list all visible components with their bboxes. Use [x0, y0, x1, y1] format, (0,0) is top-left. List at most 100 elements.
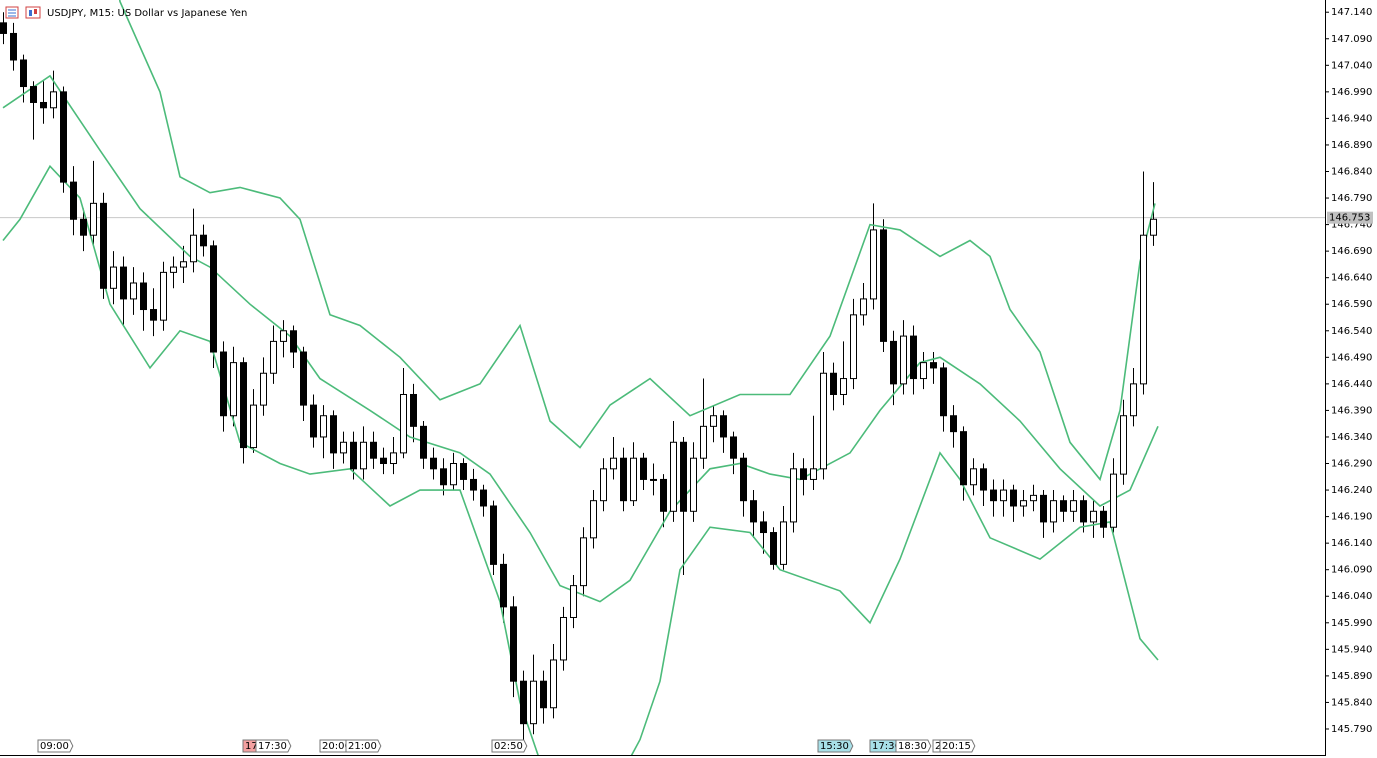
candle-body — [60, 91, 67, 183]
candle-body — [380, 457, 387, 465]
x-tick-label: 18:30 — [898, 741, 927, 752]
candle-body — [70, 181, 77, 220]
candle-body — [220, 351, 227, 417]
y-tick-label: 146.490 — [1331, 352, 1372, 363]
candle-body — [500, 563, 507, 608]
x-tick-label: 20:00 — [322, 741, 351, 752]
current-price-box — [1327, 211, 1373, 224]
candle-body — [200, 234, 207, 247]
candle-body — [920, 362, 927, 380]
candle-body — [830, 372, 837, 395]
x-tick-label: 02:50 — [494, 741, 523, 752]
candle-body — [880, 229, 887, 342]
candle-body — [130, 282, 137, 300]
candle-body — [940, 367, 947, 417]
y-tick-label: 146.940 — [1331, 113, 1372, 124]
candle-body — [1150, 218, 1157, 236]
candle-body — [890, 340, 897, 385]
x-tick-box — [491, 739, 528, 753]
candle-body — [1000, 489, 1007, 502]
candle-body — [310, 404, 317, 438]
candle-body — [330, 415, 337, 454]
candle-body — [800, 468, 807, 480]
candle-body — [860, 298, 867, 316]
x-tick-label: 17:30 — [258, 741, 287, 752]
candle-body — [1120, 415, 1127, 475]
candle-body — [930, 362, 937, 369]
candle-body — [1020, 500, 1027, 507]
candle-body — [580, 537, 587, 587]
y-tick-label: 147.140 — [1331, 7, 1372, 18]
x-tick-label: 09:00 — [40, 741, 69, 752]
candle-body — [780, 521, 787, 565]
candle-body — [320, 415, 327, 438]
candle-body — [570, 585, 577, 618]
y-tick-label: 145.840 — [1331, 697, 1372, 708]
candle-body — [140, 282, 147, 311]
candle-body — [980, 468, 987, 491]
candle-body — [1080, 500, 1087, 523]
candle-body — [590, 500, 597, 539]
candle-body — [480, 489, 487, 507]
candle-body — [260, 372, 267, 406]
candle-body — [240, 362, 247, 449]
candle-body — [1130, 383, 1137, 417]
candle-body — [520, 680, 527, 725]
candle-body — [540, 680, 547, 709]
x-tick-label: 17 — [245, 741, 258, 752]
candle-body — [810, 468, 817, 480]
icon — [29, 10, 32, 16]
y-tick-label: 146.990 — [1331, 87, 1372, 98]
candle-body — [400, 393, 407, 454]
candle-body — [360, 441, 367, 470]
y-tick-label: 146.190 — [1331, 512, 1372, 523]
y-tick-label: 145.990 — [1331, 618, 1372, 629]
candle-body — [490, 505, 497, 565]
candle-body — [410, 393, 417, 427]
x-tick-label: 15:30 — [820, 741, 849, 752]
candle-body — [120, 266, 127, 300]
candle-body — [390, 452, 397, 465]
candle-body — [0, 22, 7, 34]
candle-body — [450, 463, 457, 486]
y-tick-label: 146.340 — [1331, 432, 1372, 443]
x-tick-label: 21:00 — [348, 741, 377, 752]
candle-body — [470, 478, 477, 491]
candle-body — [20, 59, 27, 88]
candle-body — [110, 266, 117, 289]
candle-body — [650, 478, 657, 481]
current-price-label: 146.753 — [1329, 213, 1370, 224]
candle-body — [720, 415, 727, 438]
candle-body — [710, 415, 717, 427]
candle-body — [990, 489, 997, 502]
candle-body — [620, 457, 627, 502]
y-tick-label: 146.890 — [1331, 140, 1372, 151]
candle-body — [210, 245, 217, 353]
y-tick-label: 146.140 — [1331, 538, 1372, 549]
y-tick-label: 146.840 — [1331, 166, 1372, 177]
candle-body — [90, 202, 97, 236]
candle-body — [1140, 234, 1147, 385]
candle-body — [150, 309, 157, 321]
candle-body — [670, 441, 677, 512]
candle-body — [1040, 494, 1047, 523]
candle-body — [1090, 510, 1097, 523]
candle-body — [1030, 494, 1037, 502]
bollinger-band — [2, 164, 1159, 755]
y-tick-label: 145.890 — [1331, 671, 1372, 682]
candle-body — [600, 468, 607, 502]
candle-body — [960, 431, 967, 486]
candle-body — [750, 500, 757, 523]
candle-body — [900, 335, 907, 385]
candle-body — [910, 335, 917, 380]
y-tick-label: 145.790 — [1331, 724, 1372, 735]
candle-body — [640, 457, 647, 480]
y-tick-label: 146.590 — [1331, 299, 1372, 310]
candle-body — [610, 457, 617, 470]
y-tick-label: 147.040 — [1331, 60, 1372, 71]
candle-body — [530, 680, 537, 725]
candle-body — [180, 261, 187, 268]
x-tick-label: 20:15 — [942, 741, 971, 752]
candle-body — [40, 101, 47, 109]
